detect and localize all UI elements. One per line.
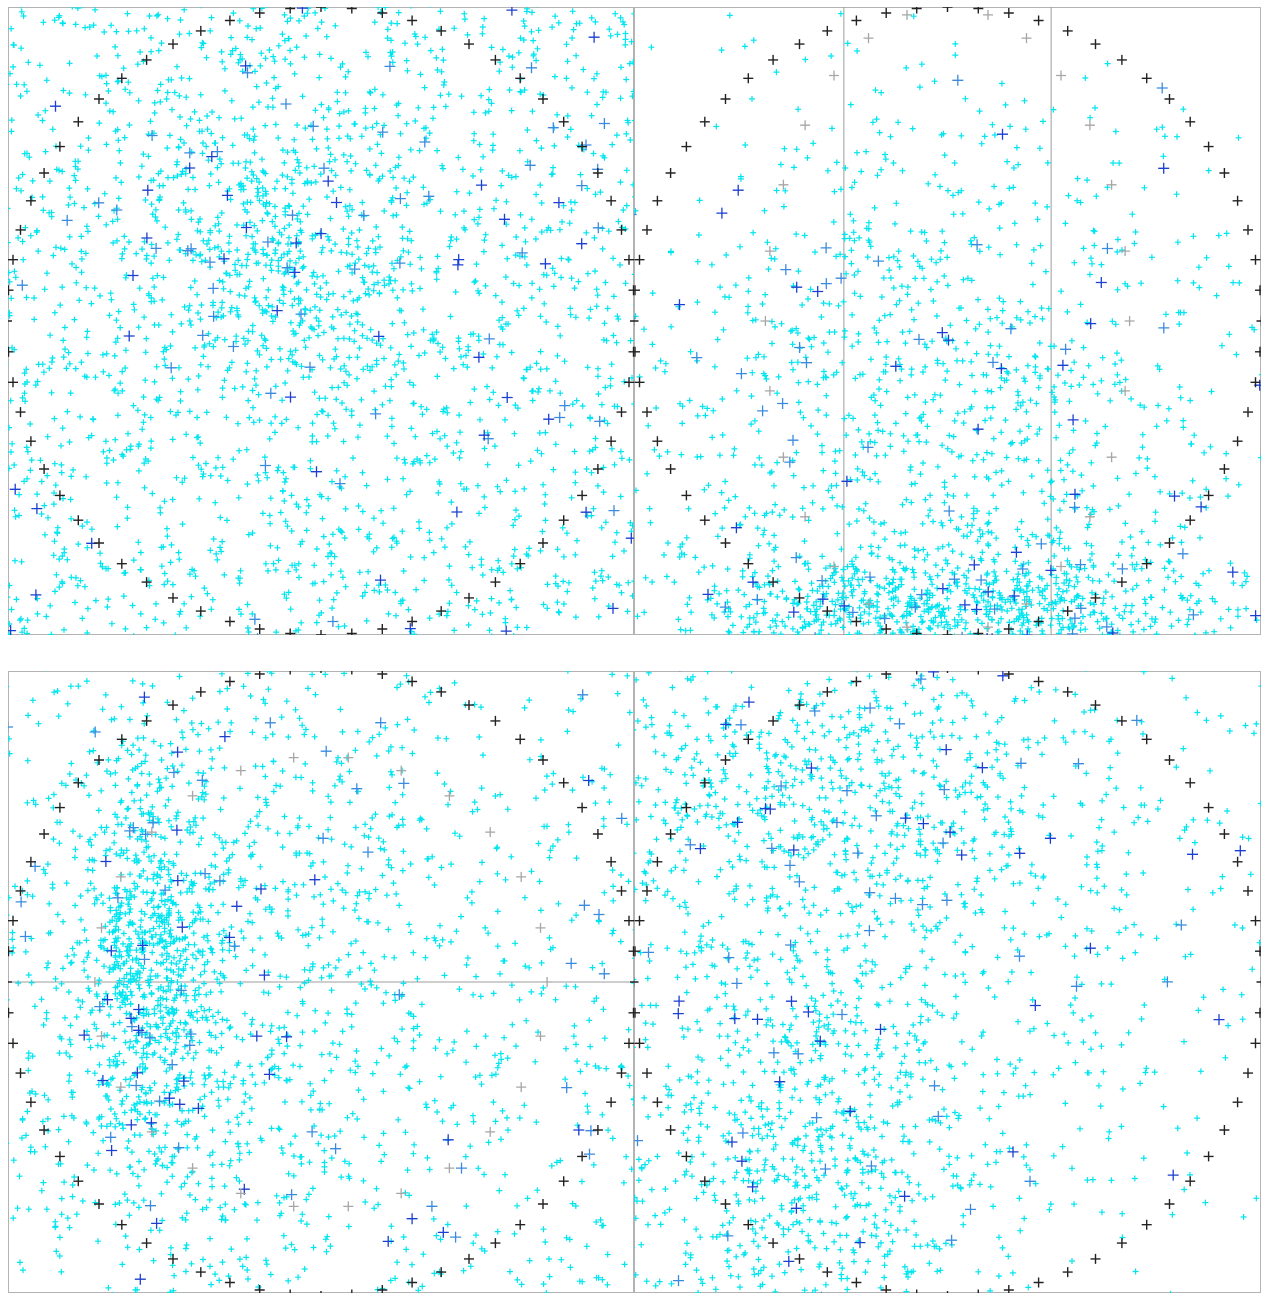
dense-markers xyxy=(8,7,634,635)
ghost-circle-markers xyxy=(760,7,1135,635)
data-points xyxy=(8,671,634,1293)
panel-frame xyxy=(634,7,1261,635)
reference-circle-markers xyxy=(8,671,634,1293)
reference-circle-markers xyxy=(634,671,1261,1293)
highlight-markers-2 xyxy=(674,128,1261,635)
reference-circle-markers xyxy=(8,7,634,635)
reference-circle-markers xyxy=(634,7,1261,635)
dense-markers xyxy=(634,10,1261,635)
data-points xyxy=(634,671,1261,1293)
highlight-markers-1 xyxy=(634,671,1187,1293)
data-points xyxy=(8,7,634,635)
highlight-markers-1 xyxy=(16,60,620,635)
scatter-panel-bottom-right xyxy=(634,671,1261,1293)
ghost-circle-markers xyxy=(89,752,553,1212)
highlight-markers-2 xyxy=(78,691,595,1285)
dense-markers xyxy=(634,671,1261,1293)
highlight-markers-2 xyxy=(672,671,1246,1267)
data-points xyxy=(634,7,1261,635)
scatter-panel-bottom-left xyxy=(8,671,634,1293)
scatter-panel-top-left xyxy=(8,7,634,635)
scatter-panel-top-right xyxy=(634,7,1261,635)
highlight-markers-1 xyxy=(8,689,628,1243)
highlight-markers-2 xyxy=(8,7,634,635)
highlight-markers-1 xyxy=(634,74,1199,635)
